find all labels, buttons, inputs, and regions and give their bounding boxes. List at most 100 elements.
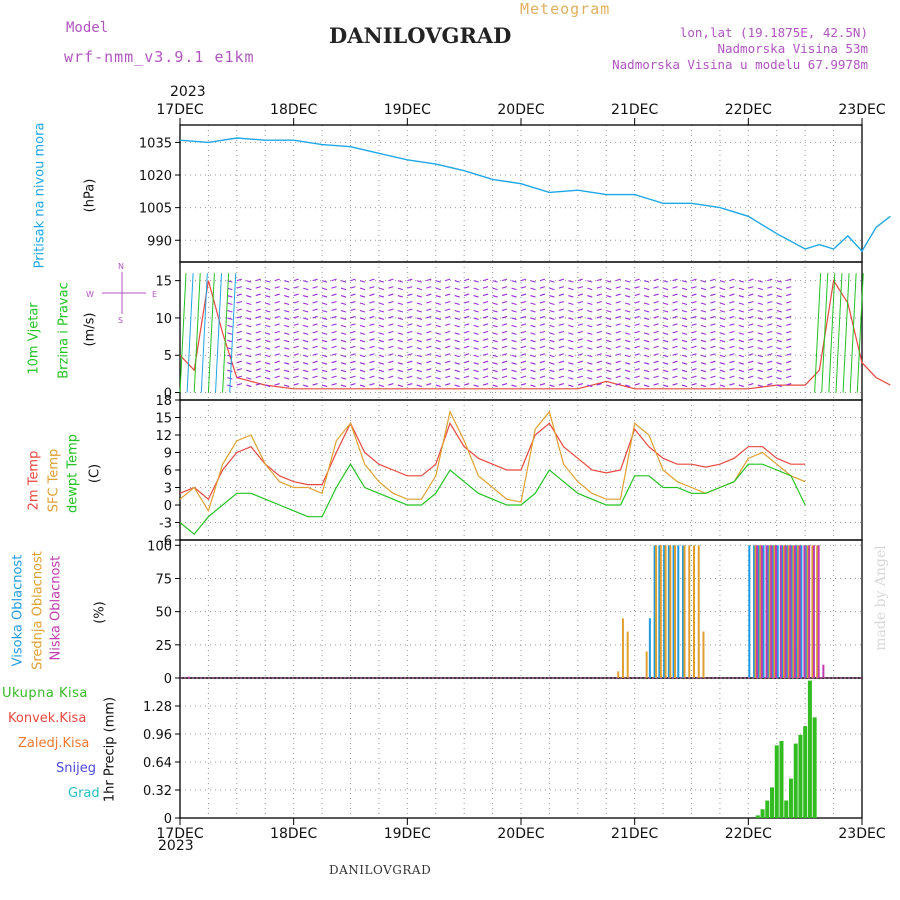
wind-barb-mark — [284, 377, 290, 380]
wind-barb-mark — [577, 345, 583, 349]
wind-barb-mark — [435, 369, 441, 373]
wind-barb-mark — [435, 354, 441, 358]
wind-barb-mark — [558, 375, 565, 379]
wind-barb-mark — [539, 338, 546, 341]
wind-barb-mark — [748, 286, 754, 289]
wind-barb-mark — [454, 317, 460, 320]
wind-barb-mark — [558, 338, 565, 341]
wind-barb-mark — [662, 280, 669, 283]
wind-barb-mark — [274, 308, 280, 312]
wind-barb-mark — [606, 354, 612, 358]
wind-barb-mark — [577, 375, 583, 379]
wind-barb-mark — [700, 384, 707, 388]
wind-barb-mark — [719, 287, 726, 291]
wind-barb-mark — [539, 375, 546, 379]
cloud-mid-bar — [669, 545, 672, 678]
wind-barb-mark — [454, 324, 460, 328]
cloud-high-bar — [762, 545, 765, 678]
wind-storm-mark — [207, 273, 215, 393]
wind-barb-mark — [672, 360, 678, 364]
wind-barb-mark — [501, 286, 508, 289]
wind-barb-mark — [786, 368, 792, 371]
wind-barb-mark — [748, 383, 754, 386]
cloud-low-bar — [822, 664, 825, 678]
wind-barb-mark — [662, 332, 669, 335]
wind-barb-mark — [321, 362, 328, 365]
wind-barb-mark — [331, 368, 337, 371]
wind-barb-mark — [255, 315, 261, 319]
wind-barb-mark — [340, 324, 347, 328]
wind-barb-mark — [530, 384, 536, 388]
wind-barb-mark — [388, 360, 394, 364]
wind-barb-mark — [378, 302, 385, 306]
year-label-top: 2023 — [170, 84, 206, 100]
wind-barb-mark — [672, 301, 678, 304]
wind-barb-mark — [558, 293, 565, 297]
wind-barb-mark — [625, 295, 631, 298]
wind-barb-mark — [435, 384, 441, 388]
wind-barb-mark — [321, 309, 328, 313]
wind-barb-mark — [767, 330, 773, 334]
wind-barb-mark — [615, 353, 621, 356]
wind-barb-mark — [558, 383, 565, 386]
wind-barb-mark — [378, 309, 385, 313]
wind-barb-mark — [378, 362, 385, 365]
wind-storm-mark — [179, 273, 187, 393]
wind-barb-mark — [549, 280, 555, 283]
wind-barb-mark — [625, 280, 631, 283]
wind-barb-mark — [530, 339, 536, 343]
wind-barb-mark — [719, 317, 726, 320]
wind-barb-mark — [539, 301, 546, 304]
wind-barb-mark — [662, 384, 669, 388]
wind-barb-mark — [786, 323, 792, 326]
wind-barb-mark — [577, 368, 583, 371]
wind-barb-mark — [426, 301, 432, 304]
wind-barb-mark — [786, 315, 792, 319]
wind-barb-mark — [776, 384, 782, 388]
wind-barb-mark — [672, 293, 678, 297]
y-tick-label: 25 — [155, 639, 172, 654]
wind-barb-mark — [416, 302, 422, 306]
wind-barb-mark — [473, 309, 479, 313]
compass-e: E — [152, 290, 158, 299]
cloud-low-bar — [798, 545, 801, 678]
wind-barb-mark — [501, 330, 508, 334]
wind-barb-mark — [369, 323, 375, 326]
wind-barb-mark — [473, 332, 479, 335]
precip-rain-bar — [784, 800, 789, 818]
wind-barb-mark — [407, 368, 413, 371]
wind-barb-mark — [757, 339, 763, 343]
wind-barb-mark — [397, 280, 404, 283]
wind-barb-mark — [738, 280, 745, 283]
wind-barb-mark — [615, 286, 621, 289]
wind-barb-mark — [255, 323, 261, 326]
wind-barb-mark — [284, 332, 290, 335]
wind-barb-mark — [776, 377, 782, 380]
wind-barb-mark — [397, 287, 404, 291]
wind-barb-mark — [265, 384, 271, 388]
precip-rain-bar — [755, 815, 760, 818]
wind-barb-mark — [738, 324, 745, 328]
wind-barb-mark — [501, 338, 508, 341]
wind-barb-mark — [501, 315, 508, 319]
wind-barb-mark — [416, 295, 422, 298]
wind-barb-mark — [501, 278, 508, 282]
top-date-label: 18DEC — [270, 102, 317, 118]
wind-barb-mark — [776, 324, 782, 328]
wind-barb-mark — [606, 332, 612, 335]
wind-barb-mark — [719, 369, 726, 373]
wind-barb-mark — [539, 345, 546, 349]
wind-barb-mark — [473, 384, 479, 388]
wind-barb-mark — [236, 338, 242, 341]
wind-barb-mark — [634, 360, 640, 364]
wind-barb-mark — [378, 354, 385, 358]
wind-barb-mark — [293, 286, 299, 289]
wind-barb-mark — [653, 345, 659, 349]
wind-barb-mark — [473, 347, 479, 350]
wind-barb-mark — [596, 301, 602, 304]
wind-barb-mark — [397, 369, 404, 373]
wind-barb-mark — [520, 345, 527, 349]
wind-barb-mark — [293, 330, 299, 334]
wind-barb-mark — [454, 384, 460, 388]
wind-barb-mark — [265, 295, 271, 298]
